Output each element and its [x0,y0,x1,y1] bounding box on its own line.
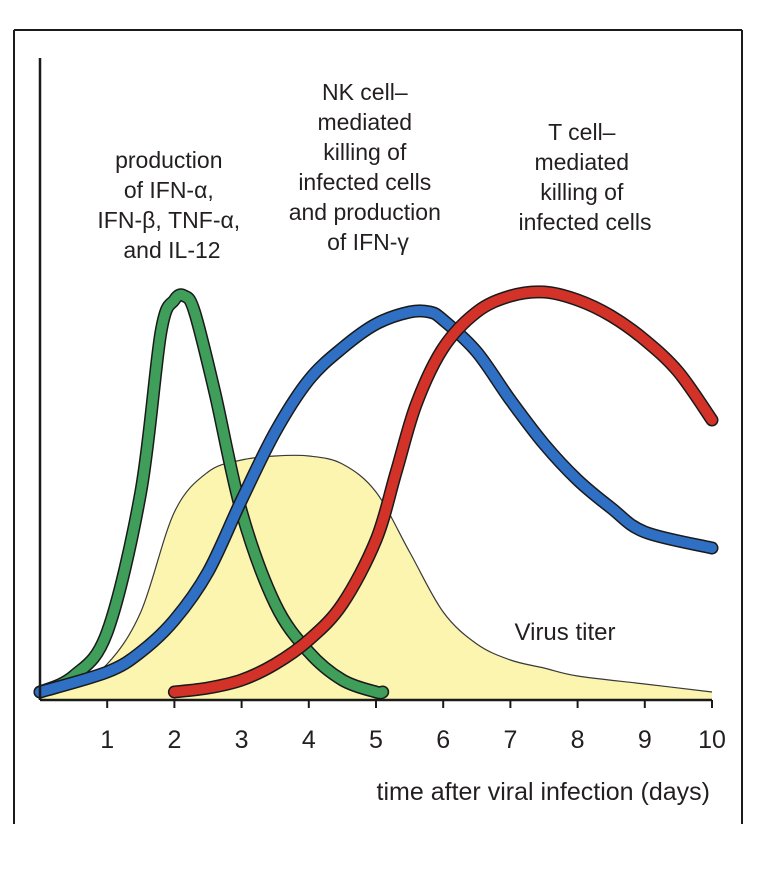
annotation-blue-line-2: mediated [317,109,412,135]
x-tick-label: 7 [503,726,517,754]
annotation-red-line-4: infected cells [519,209,652,235]
annotation-red-curve: T cell– mediated killing of infected cel… [519,119,652,235]
x-tick-label: 6 [436,726,450,754]
annotation-blue-line-4: infected cells [298,169,431,195]
annotation-green-line-2: of IFN-α, [124,177,214,203]
annotation-blue-line-5: and production [289,199,441,225]
x-tick-label: 10 [698,726,726,754]
annotation-green-line-3: IFN-β, TNF-α, [97,207,240,233]
annotation-blue-curve: NK cell– mediated killing of infected ce… [289,79,448,255]
annotation-blue-line-1: NK cell– [322,79,408,105]
x-tick-label: 4 [302,726,316,754]
x-tick-label: 2 [167,726,181,754]
nk-cell-curve [35,305,717,697]
x-tick-label: 3 [235,726,249,754]
annotation-red-line-3: killing of [540,179,624,205]
t-cell-curve [169,286,717,697]
annotation-red-line-1: T cell– [548,119,616,145]
x-tick-label: 5 [369,726,383,754]
annotation-virus-titer: Virus titer [515,619,616,646]
annotation-blue-line-6: of IFN-γ [327,229,409,255]
virus-titer-area [40,455,712,700]
annotation-red-line-2: mediated [534,149,629,175]
plot-area [33,285,719,700]
x-axis-title: time after viral infection (days) [377,778,710,806]
annotation-green-line-4: and IL-12 [123,237,220,263]
annotation-green-line-1: production [115,147,222,173]
x-tick-label: 8 [571,726,585,754]
ifn-alpha-beta-curve [35,289,388,698]
virus-titer-edge [39,454,713,693]
x-tick-label: 9 [638,726,652,754]
annotation-blue-line-3: killing of [323,139,407,165]
x-ticks: 1 2 3 4 5 6 7 8 9 10 [100,700,726,754]
annotation-green-curve: production of IFN-α, IFN-β, TNF-α, and I… [97,147,246,263]
x-tick-label: 1 [100,726,114,754]
